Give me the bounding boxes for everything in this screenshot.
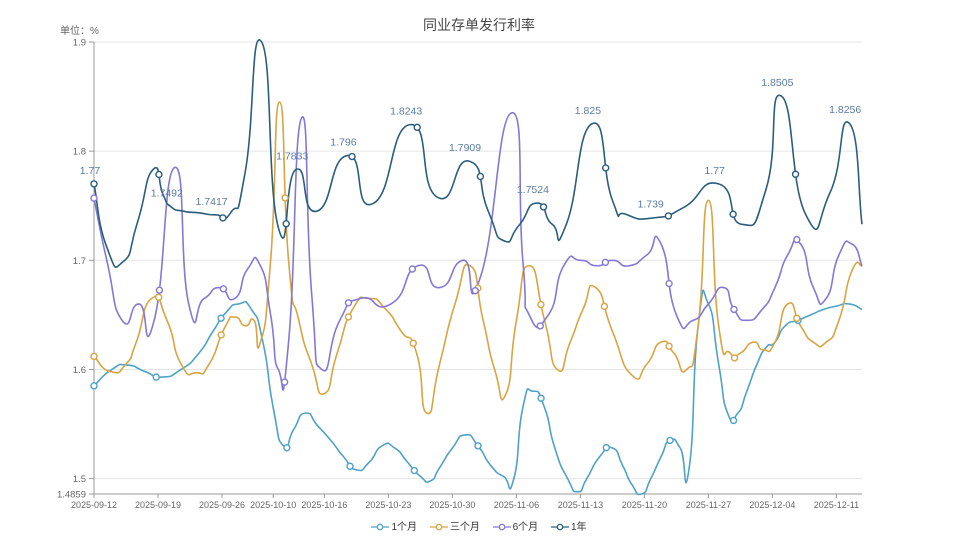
- svg-text:1.7: 1.7: [73, 256, 86, 267]
- svg-text:1.77: 1.77: [80, 165, 101, 177]
- svg-text:2025-11-20: 2025-11-20: [622, 500, 667, 510]
- svg-text:2025-12-04: 2025-12-04: [749, 500, 795, 510]
- svg-text:1.7417: 1.7417: [196, 196, 228, 208]
- svg-text:1.4859: 1.4859: [57, 490, 86, 501]
- svg-text:2025-10-23: 2025-10-23: [365, 500, 411, 510]
- svg-text:1.739: 1.739: [637, 199, 663, 211]
- svg-text:1.8: 1.8: [73, 147, 86, 158]
- svg-text:2025-11-13: 2025-11-13: [558, 500, 603, 510]
- svg-text:2025-12-11: 2025-12-11: [814, 500, 859, 510]
- svg-text:1.77: 1.77: [704, 165, 725, 177]
- svg-text:1.7833: 1.7833: [276, 150, 308, 162]
- svg-text:1.6: 1.6: [73, 365, 86, 376]
- svg-text:1.8505: 1.8505: [761, 77, 793, 89]
- svg-text:2025-09-26: 2025-09-26: [199, 500, 245, 510]
- svg-text:1.796: 1.796: [330, 137, 356, 149]
- svg-text:1.7909: 1.7909: [449, 142, 481, 154]
- svg-text:2025-11-27: 2025-11-27: [686, 500, 731, 510]
- svg-text:2025-10-30: 2025-10-30: [429, 500, 475, 510]
- svg-text:1.7492: 1.7492: [151, 188, 183, 200]
- svg-text:1.7524: 1.7524: [517, 184, 549, 196]
- svg-text:2025-10-16: 2025-10-16: [301, 500, 347, 510]
- svg-text:2025-09-19: 2025-09-19: [135, 500, 181, 510]
- svg-text:2025-10-10: 2025-10-10: [250, 500, 296, 510]
- svg-text:2025-09-12: 2025-09-12: [71, 500, 117, 510]
- svg-text:1.8243: 1.8243: [390, 106, 422, 118]
- svg-text:1.825: 1.825: [575, 105, 601, 117]
- svg-text:2025-11-06: 2025-11-06: [494, 500, 539, 510]
- svg-text:1.8256: 1.8256: [829, 104, 861, 116]
- svg-text:1.9: 1.9: [73, 38, 86, 49]
- svg-text:1.5: 1.5: [73, 474, 86, 485]
